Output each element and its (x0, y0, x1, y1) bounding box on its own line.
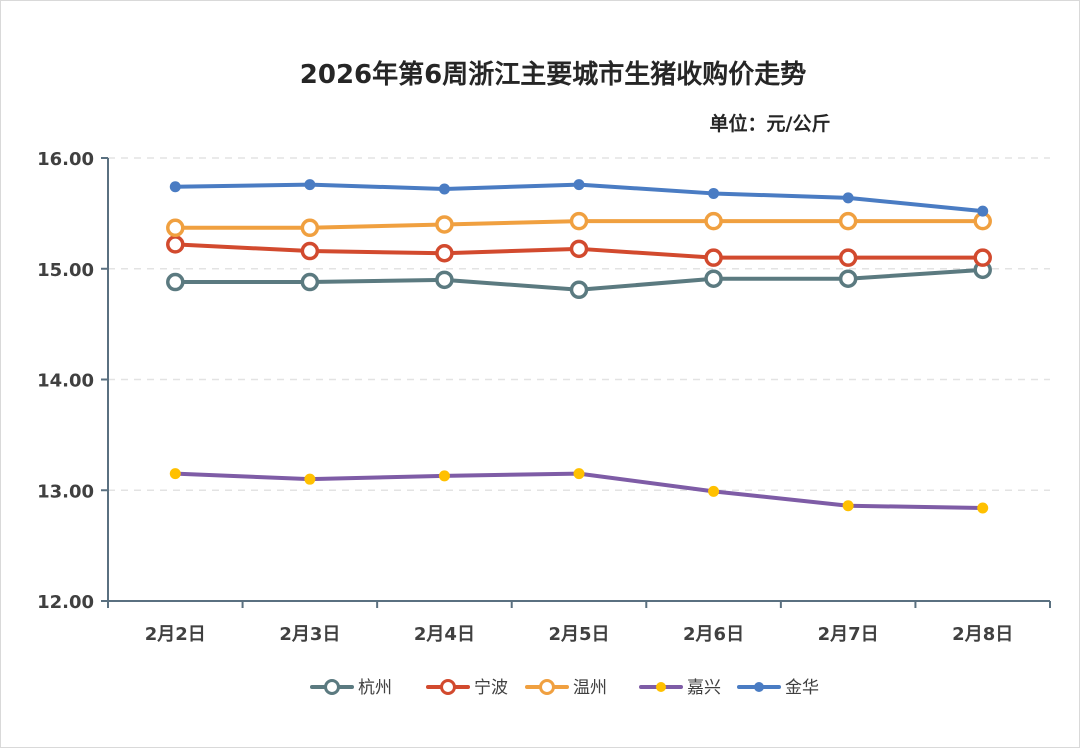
legend-item-金华[interactable]: 金华 (737, 678, 819, 698)
data-point[interactable] (304, 473, 316, 485)
x-tick-label: 2月4日 (414, 624, 475, 645)
y-tick-label: 15.00 (37, 260, 94, 281)
data-point[interactable] (973, 248, 992, 267)
legend-label: 杭州 (358, 678, 392, 698)
legend-item-杭州[interactable]: 杭州 (310, 678, 392, 698)
y-tick-label: 14.00 (37, 371, 94, 392)
legend-marker (539, 679, 555, 695)
legend-item-宁波[interactable]: 宁波 (426, 678, 508, 698)
data-point[interactable] (838, 269, 858, 288)
data-point[interactable] (169, 468, 181, 480)
y-tick-label: 13.00 (37, 481, 94, 502)
data-point[interactable] (704, 211, 723, 231)
data-point[interactable] (300, 218, 320, 238)
data-point[interactable] (708, 485, 720, 497)
series-温州 (166, 211, 992, 238)
data-point[interactable] (569, 211, 589, 231)
data-point[interactable] (300, 241, 320, 261)
data-point[interactable] (435, 215, 454, 234)
legend[interactable]: 杭州 宁波 温州 嘉兴 金华 (310, 678, 819, 698)
legend-marker (440, 679, 456, 695)
unit-label: 单位：元/公斤 (710, 112, 831, 135)
legend-marker (656, 682, 666, 692)
x-tick-label: 2月5日 (548, 624, 609, 645)
data-point[interactable] (708, 187, 720, 199)
axes (101, 157, 1051, 608)
x-tick-label: 2月7日 (818, 624, 879, 645)
data-point[interactable] (304, 179, 316, 191)
legend-label: 温州 (573, 678, 607, 698)
y-tick-label: 12.00 (37, 592, 94, 613)
chart-title: 2026年第6周浙江主要城市生猪收购价走势 (300, 59, 806, 90)
data-point[interactable] (300, 272, 320, 292)
data-point[interactable] (838, 211, 858, 231)
data-point[interactable] (166, 218, 185, 238)
x-tick-label: 2月2日 (145, 624, 206, 645)
data-point[interactable] (438, 183, 450, 195)
data-point[interactable] (569, 239, 589, 259)
legend-item-嘉兴[interactable]: 嘉兴 (639, 678, 721, 698)
data-point[interactable] (435, 243, 454, 263)
data-point[interactable] (977, 502, 989, 514)
legend-label: 宁波 (474, 678, 508, 698)
legend-label: 金华 (785, 678, 819, 698)
data-point[interactable] (842, 192, 854, 204)
x-tick-label: 2月6日 (683, 624, 744, 645)
series-嘉兴 (169, 468, 989, 514)
data-point[interactable] (704, 269, 723, 288)
data-point[interactable] (166, 272, 185, 292)
x-tick-label: 2月8日 (952, 624, 1013, 645)
x-axis-ticks: 2月2日 2月3日 2月4日 2月5日 2月6日 2月7日 2月8日 (145, 624, 1013, 645)
x-tick-label: 2月3日 (279, 624, 340, 645)
data-point[interactable] (166, 235, 185, 254)
series-group (166, 179, 992, 514)
legend-marker (754, 682, 764, 692)
data-point[interactable] (573, 468, 585, 480)
series-宁波 (166, 235, 992, 267)
grid-lines (108, 157, 1050, 491)
data-point[interactable] (435, 270, 454, 290)
data-point[interactable] (977, 205, 989, 217)
data-point[interactable] (169, 181, 181, 193)
data-point[interactable] (569, 280, 589, 300)
y-tick-label: 16.00 (37, 149, 94, 170)
series-杭州 (166, 260, 992, 300)
y-axis-ticks: 12.00 13.00 14.00 15.00 16.00 (37, 149, 94, 613)
data-point[interactable] (438, 470, 450, 482)
legend-item-温州[interactable]: 温州 (525, 678, 607, 698)
legend-marker (324, 679, 340, 695)
data-point[interactable] (704, 248, 723, 267)
legend-label: 嘉兴 (687, 678, 721, 698)
series-金华 (169, 179, 989, 217)
data-point[interactable] (573, 179, 585, 191)
data-point[interactable] (838, 248, 858, 267)
data-point[interactable] (842, 500, 854, 512)
